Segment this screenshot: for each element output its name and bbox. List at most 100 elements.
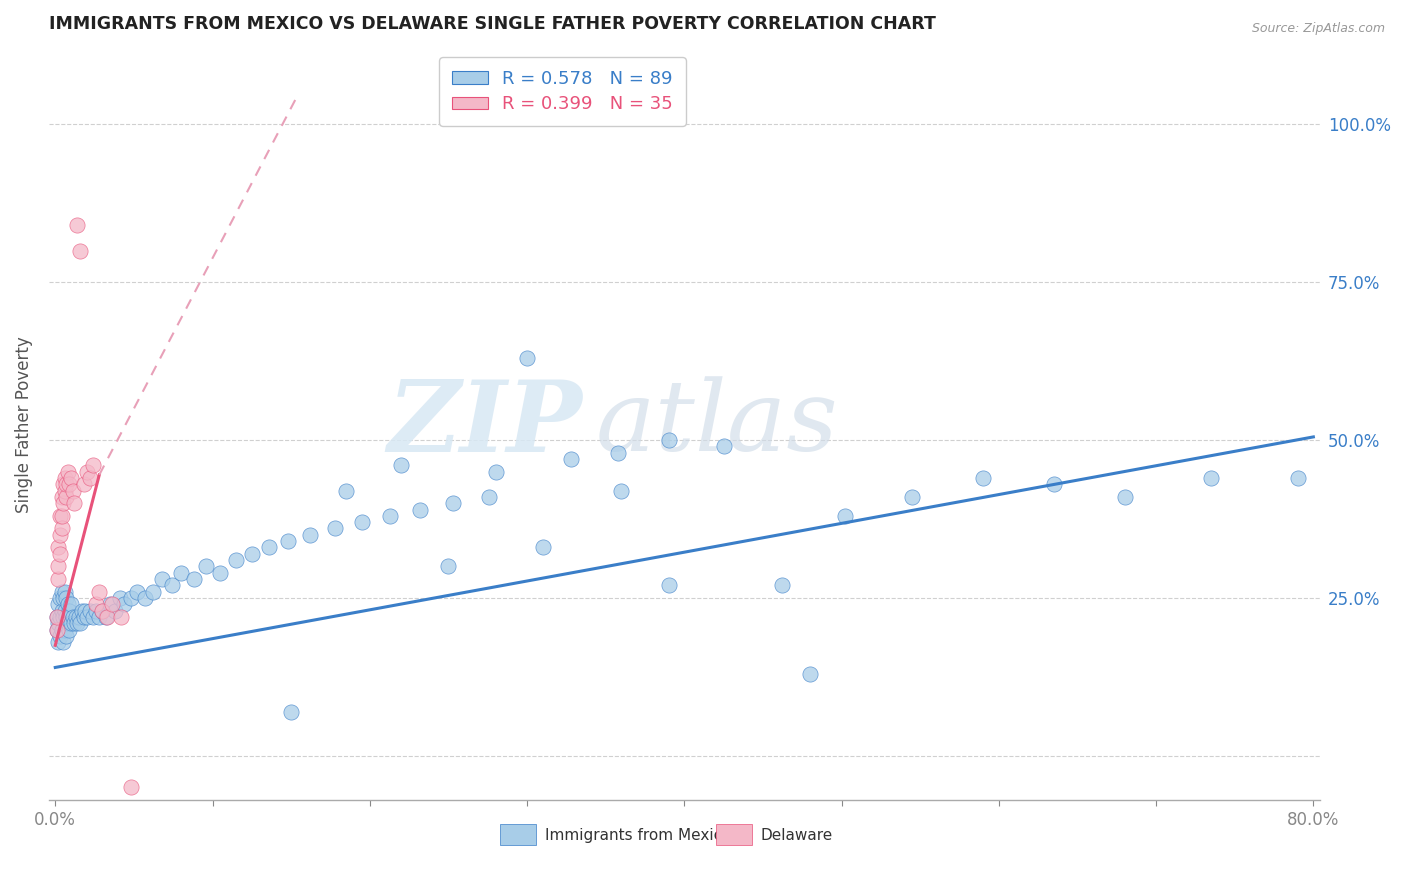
Point	[901, 490, 924, 504]
Point	[70, 604, 93, 618]
Point	[280, 705, 302, 719]
Point	[82, 458, 104, 473]
Point	[52, 635, 75, 649]
Point	[49, 528, 72, 542]
Point	[63, 616, 86, 631]
Point	[170, 566, 193, 580]
Point	[53, 623, 76, 637]
Text: Source: ZipAtlas.com: Source: ZipAtlas.com	[1251, 22, 1385, 36]
Point	[607, 446, 630, 460]
Point	[62, 610, 84, 624]
FancyBboxPatch shape	[716, 824, 752, 846]
Point	[72, 477, 94, 491]
Point	[335, 483, 357, 498]
Point	[53, 604, 76, 618]
Point	[48, 572, 70, 586]
Point	[531, 541, 554, 555]
Point	[55, 477, 77, 491]
Point	[65, 610, 87, 624]
Point	[48, 635, 70, 649]
Point	[799, 666, 821, 681]
Point	[52, 496, 75, 510]
Point	[66, 219, 89, 233]
Point	[96, 610, 118, 624]
Y-axis label: Single Father Poverty: Single Father Poverty	[15, 336, 32, 513]
Point	[58, 604, 80, 618]
Point	[51, 521, 73, 535]
Point	[52, 610, 75, 624]
Point	[183, 572, 205, 586]
Text: Delaware: Delaware	[761, 828, 832, 843]
Point	[52, 591, 75, 605]
Point	[323, 521, 346, 535]
Point	[1043, 477, 1066, 491]
Point	[225, 553, 247, 567]
Point	[53, 471, 76, 485]
Point	[51, 584, 73, 599]
Point	[58, 623, 80, 637]
Point	[409, 502, 432, 516]
Point	[94, 610, 117, 624]
Point	[69, 244, 91, 258]
Point	[45, 610, 67, 624]
Point	[277, 534, 299, 549]
Point	[59, 597, 82, 611]
Point	[55, 490, 77, 504]
Point	[82, 610, 104, 624]
Point	[51, 604, 73, 618]
Point	[350, 515, 373, 529]
Point	[89, 610, 111, 624]
Point	[48, 559, 70, 574]
Point	[53, 584, 76, 599]
Point	[1199, 471, 1222, 485]
Point	[150, 572, 173, 586]
Point	[110, 610, 132, 624]
Point	[142, 584, 165, 599]
Point	[76, 465, 98, 479]
Point	[63, 496, 86, 510]
Point	[59, 616, 82, 631]
Point	[76, 610, 98, 624]
Point	[114, 597, 136, 611]
Point	[972, 471, 994, 485]
Point	[610, 483, 633, 498]
Point	[1286, 471, 1309, 485]
Point	[516, 351, 538, 365]
Point	[84, 597, 107, 611]
Point	[437, 559, 460, 574]
Point	[67, 610, 90, 624]
Point	[658, 578, 681, 592]
Point	[478, 490, 501, 504]
Point	[56, 465, 79, 479]
Point	[75, 604, 97, 618]
Point	[52, 477, 75, 491]
Point	[108, 591, 131, 605]
Point	[49, 547, 72, 561]
Point	[69, 616, 91, 631]
Point	[48, 597, 70, 611]
Point	[91, 604, 114, 618]
Point	[560, 452, 582, 467]
Point	[770, 578, 793, 592]
Point	[48, 541, 70, 555]
Text: atlas: atlas	[595, 376, 838, 472]
Point	[51, 490, 73, 504]
Point	[55, 610, 77, 624]
Point	[484, 465, 506, 479]
Point	[49, 629, 72, 643]
Point	[98, 597, 121, 611]
Point	[240, 547, 263, 561]
Text: Immigrants from Mexico: Immigrants from Mexico	[544, 828, 731, 843]
Point	[49, 610, 72, 624]
Point	[380, 508, 402, 523]
Point	[658, 433, 681, 447]
Point	[66, 616, 89, 631]
Point	[389, 458, 412, 473]
Point	[299, 528, 322, 542]
Point	[713, 439, 735, 453]
FancyBboxPatch shape	[501, 824, 536, 846]
Point	[55, 591, 77, 605]
Text: ZIP: ZIP	[388, 376, 582, 473]
Point	[120, 591, 142, 605]
Point	[48, 616, 70, 631]
